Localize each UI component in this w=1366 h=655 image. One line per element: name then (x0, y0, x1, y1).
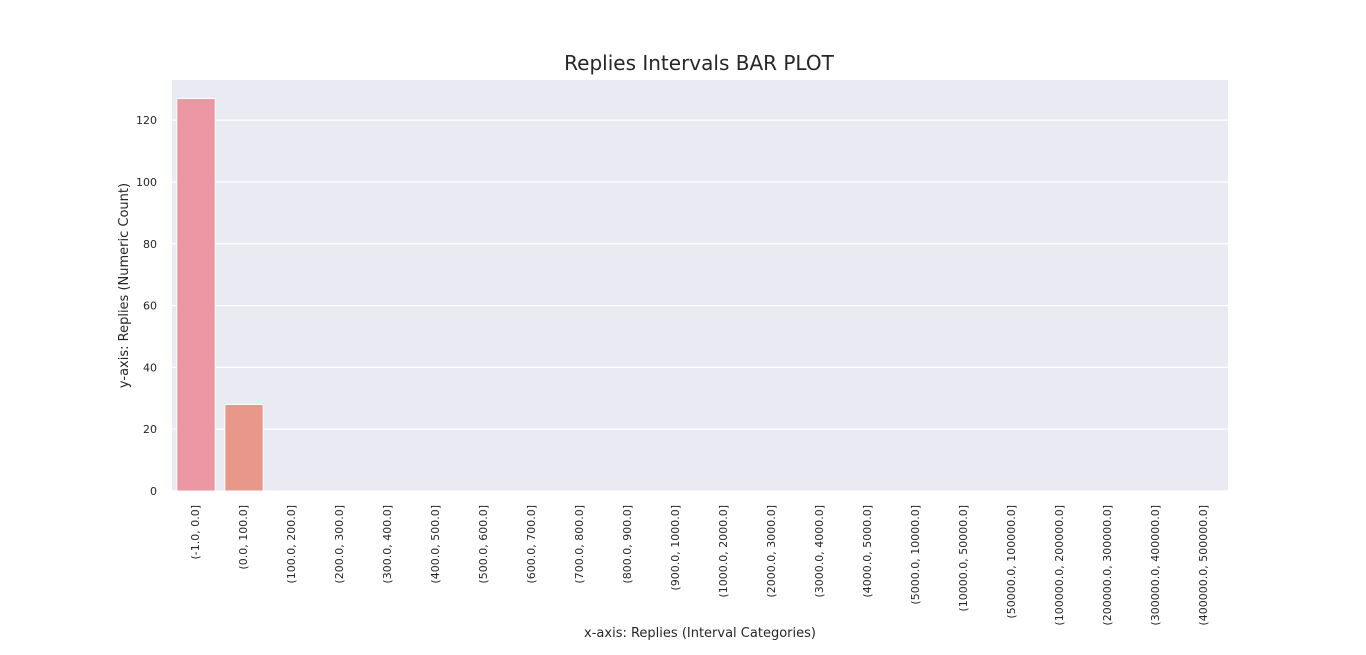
x-tick-label: (800.0, 900.0] (621, 505, 634, 584)
x-tick-label: (400000.0, 500000.0] (1197, 505, 1210, 626)
plot-area (172, 80, 1228, 491)
x-tick-label: (400.0, 500.0] (429, 505, 442, 584)
y-tick-label: 40 (143, 361, 157, 374)
x-tick-label: (2000.0, 3000.0] (765, 505, 778, 598)
y-tick-labels: 0 20 40 60 80 100 120 (136, 114, 157, 498)
x-tick-label: (200.0, 300.0] (333, 505, 346, 584)
y-tick-label: 100 (136, 176, 157, 189)
x-tick-label: (100000.0, 200000.0] (1053, 505, 1066, 626)
x-tick-label: (-1.0, 0.0] (189, 505, 202, 560)
x-tick-label: (4000.0, 5000.0] (861, 505, 874, 598)
x-tick-label: (10000.0, 50000.0] (957, 505, 970, 612)
y-tick-label: 20 (143, 423, 157, 436)
x-tick-label: (100.0, 200.0] (285, 505, 298, 584)
bars (176, 98, 264, 492)
x-tick-label: (3000.0, 4000.0] (813, 505, 826, 598)
x-tick-label: (500.0, 600.0] (477, 505, 490, 584)
grid-lines (172, 119, 1228, 492)
x-tick-labels: (-1.0, 0.0] (0.0, 100.0] (100.0, 200.0] (20… (189, 505, 1210, 626)
x-tick-label: (600.0, 700.0] (525, 505, 538, 584)
chart-title: Replies Intervals BAR PLOT (564, 51, 834, 75)
x-tick-label: (5000.0, 10000.0] (909, 505, 922, 605)
x-tick-label: (900.0, 1000.0] (669, 505, 682, 591)
x-tick-label: (300000.0, 400000.0] (1149, 505, 1162, 626)
y-tick-label: 60 (143, 300, 157, 313)
x-tick-label: (1000.0, 2000.0] (717, 505, 730, 598)
x-tick-label: (50000.0, 100000.0] (1005, 505, 1018, 619)
x-tick-label: (300.0, 400.0] (381, 505, 394, 584)
y-tick-label: 0 (150, 485, 157, 498)
bar (176, 98, 216, 492)
x-tick-label: (200000.0, 300000.0] (1101, 505, 1114, 626)
bar (224, 403, 264, 492)
x-tick-label: (0.0, 100.0] (237, 505, 250, 570)
x-tick-label: (700.0, 800.0] (573, 505, 586, 584)
y-tick-label: 120 (136, 114, 157, 127)
x-axis-label: x-axis: Replies (Interval Categories) (584, 626, 816, 641)
y-axis-label: y-axis: Replies (Numeric Count) (117, 183, 132, 388)
y-tick-label: 80 (143, 238, 157, 251)
